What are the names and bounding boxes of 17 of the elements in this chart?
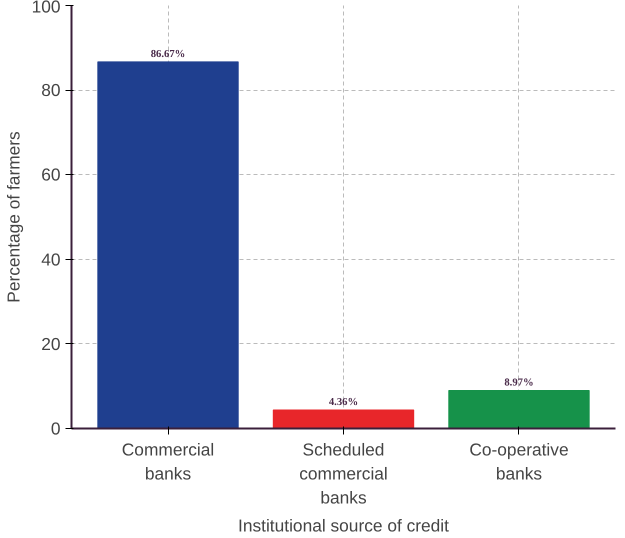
x-tick-label: Scheduled commercial banks <box>299 440 388 508</box>
x-axis-title: Institutional source of credit <box>238 516 450 536</box>
y-tick-label: 60 <box>41 164 61 185</box>
y-tick-label: 0 <box>50 418 61 438</box>
bar <box>448 390 590 428</box>
x-tick-label: Co-operative banks <box>469 440 569 484</box>
bar <box>97 61 239 428</box>
data-label: 8.97% <box>504 378 534 389</box>
y-axis-title: Percentage of farmers <box>4 130 24 303</box>
y-tick-label: 80 <box>41 80 61 100</box>
y-tick-label: 20 <box>41 334 61 354</box>
data-label: 86.67% <box>150 48 186 60</box>
bar <box>272 410 414 428</box>
y-tick-label: 100 <box>32 0 61 16</box>
data-label: 4.36% <box>328 397 358 408</box>
x-tick-label: Commercial banks <box>122 440 214 484</box>
y-tick-label: 40 <box>41 249 61 270</box>
